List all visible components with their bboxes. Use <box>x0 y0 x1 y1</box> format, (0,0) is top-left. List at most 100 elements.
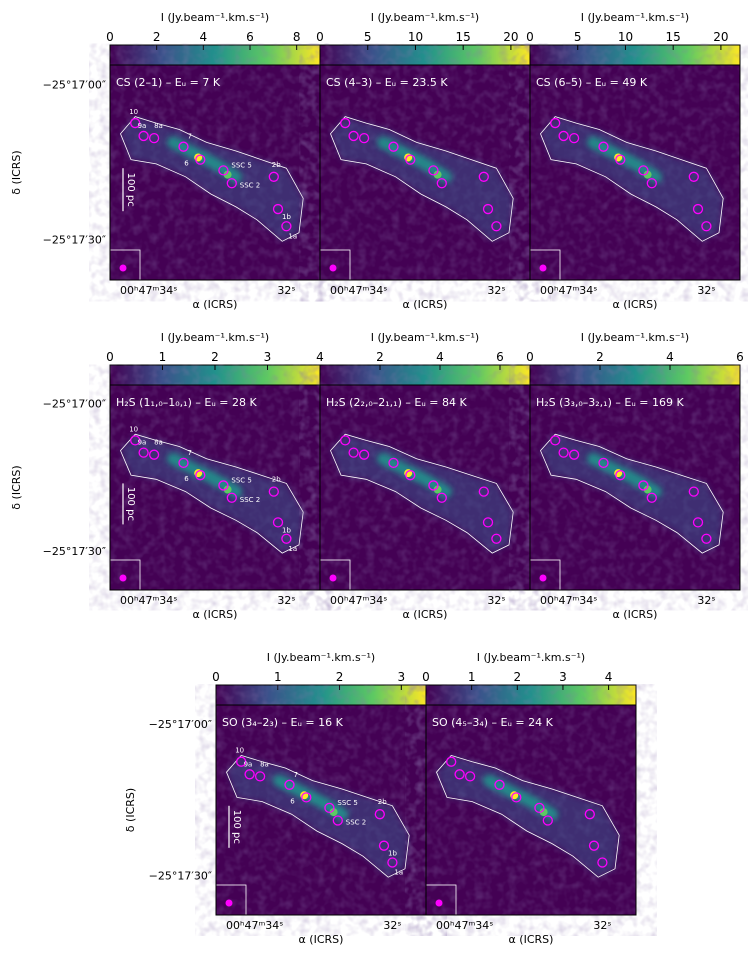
colorbar-tick-label: 0 <box>526 350 534 364</box>
colorbar-tick-label: 10 <box>408 30 423 44</box>
colorbar-tick-label: 4 <box>666 350 674 364</box>
colorbar-tick-label: 15 <box>456 30 471 44</box>
source-marker <box>568 449 580 460</box>
source-marker <box>254 771 266 782</box>
ra-axis-label: α (ICRS) <box>613 608 658 621</box>
emission-peak <box>433 485 442 494</box>
colorbar-label: I (Jy.beam⁻¹.km.s⁻¹) <box>581 11 689 24</box>
source-label: 9a <box>138 122 147 130</box>
colorbar-tick-label: 20 <box>503 30 518 44</box>
emission-peak <box>329 808 338 817</box>
colorbar-label: I (Jy.beam⁻¹.km.s⁻¹) <box>477 651 585 664</box>
source-label: 7 <box>188 449 192 457</box>
source-marker <box>558 447 569 458</box>
source-marker <box>178 457 189 469</box>
panel-frame <box>425 704 637 916</box>
source-label: 9a <box>138 439 147 447</box>
source-marker <box>268 171 279 182</box>
colorbar-tick-label: 6 <box>736 350 744 364</box>
panel-title: H₂S (3₃,₀–3₂,₁) – Eᵤ = 169 K <box>536 396 684 409</box>
ra-tick-label: 00ʰ47ᵐ34ˢ <box>330 594 387 607</box>
source-label: SSC 5 <box>231 476 251 484</box>
source-marker <box>244 769 255 780</box>
colorbar <box>215 684 427 706</box>
source-marker <box>692 517 704 528</box>
source-marker <box>301 792 312 803</box>
source-marker <box>428 480 439 491</box>
source-marker <box>478 171 489 182</box>
colorbar-label: I (Jy.beam⁻¹.km.s⁻¹) <box>161 331 269 344</box>
scale-bar-label: 100 pc <box>231 810 242 844</box>
emission-envelope <box>120 434 304 554</box>
colorbar <box>529 44 741 66</box>
source-marker <box>332 815 343 826</box>
source-marker <box>428 165 439 176</box>
dec-axis-label: δ (ICRS) <box>124 788 137 832</box>
source-marker <box>130 435 141 446</box>
source-label: 1b <box>388 850 397 858</box>
source-label: SSC 5 <box>231 161 251 169</box>
map-panel-2: 0 5 10 15 20 I (Jy.beam⁻¹.km.s⁻¹) CS (4–3) – E… <box>316 11 531 311</box>
source-label: 7 <box>294 771 298 779</box>
source-marker <box>358 132 370 144</box>
source-marker <box>494 779 505 790</box>
source-marker <box>236 756 247 767</box>
ra-axis-label: α (ICRS) <box>193 608 238 621</box>
source-marker <box>387 857 398 868</box>
source-marker <box>550 435 561 446</box>
source-marker <box>148 132 160 144</box>
ra-axis-label: α (ICRS) <box>403 608 448 621</box>
colorbar <box>425 684 637 706</box>
source-label: 10 <box>129 425 138 433</box>
source-marker <box>558 130 569 142</box>
source-marker <box>218 165 229 176</box>
beam <box>225 899 233 907</box>
colorbar-label: I (Jy.beam⁻¹.km.s⁻¹) <box>161 11 269 24</box>
source-marker <box>598 141 609 152</box>
source-marker <box>542 815 553 826</box>
source-marker <box>348 447 359 458</box>
source-marker <box>597 857 608 868</box>
source-label: 2b <box>272 161 281 169</box>
colorbar-tick-label: 0 <box>106 350 114 364</box>
source-marker <box>358 449 370 460</box>
source-label: 2b <box>272 476 281 484</box>
panel-title: H₂S (1₁,₀–1₀,₁) – Eᵤ = 28 K <box>116 396 257 409</box>
source-marker <box>218 480 229 491</box>
ra-axis-label: α (ICRS) <box>613 298 658 311</box>
source-marker <box>138 130 149 142</box>
beam <box>119 264 127 272</box>
source-label: 8a <box>260 760 269 768</box>
source-marker <box>148 449 160 460</box>
ra-tick-label: 32ˢ <box>593 919 611 932</box>
contour-outer <box>226 754 410 878</box>
source-label: SSC 2 <box>240 181 260 189</box>
source-marker <box>701 221 712 232</box>
colorbar-tick-label: 6 <box>496 350 504 364</box>
colorbar <box>109 44 321 66</box>
source-marker <box>324 802 335 814</box>
beam <box>539 574 547 582</box>
colorbar-tick-label: 2 <box>211 350 219 364</box>
source-marker <box>588 840 600 851</box>
source-marker <box>550 117 561 129</box>
source-label: 6 <box>184 160 189 168</box>
ra-tick-label: 32ˢ <box>697 594 715 607</box>
source-label: SSC 2 <box>240 496 260 504</box>
colorbar-tick-label: 2 <box>153 30 161 44</box>
colorbar-tick-label: 0 <box>526 30 534 44</box>
source-marker <box>534 802 545 814</box>
dec-tick-label: −25°17′30″ <box>43 545 106 558</box>
dec-tick-label: −25°17′30″ <box>43 233 106 246</box>
colorbar-tick-label: 5 <box>574 30 582 44</box>
source-marker <box>340 435 351 446</box>
emission-envelope <box>120 116 304 242</box>
colorbar-tick-label: 1 <box>468 670 476 684</box>
source-marker <box>226 178 237 189</box>
colorbar-tick-label: 2 <box>513 670 521 684</box>
colorbar-tick-label: 3 <box>397 670 405 684</box>
contour-outer <box>436 754 620 878</box>
